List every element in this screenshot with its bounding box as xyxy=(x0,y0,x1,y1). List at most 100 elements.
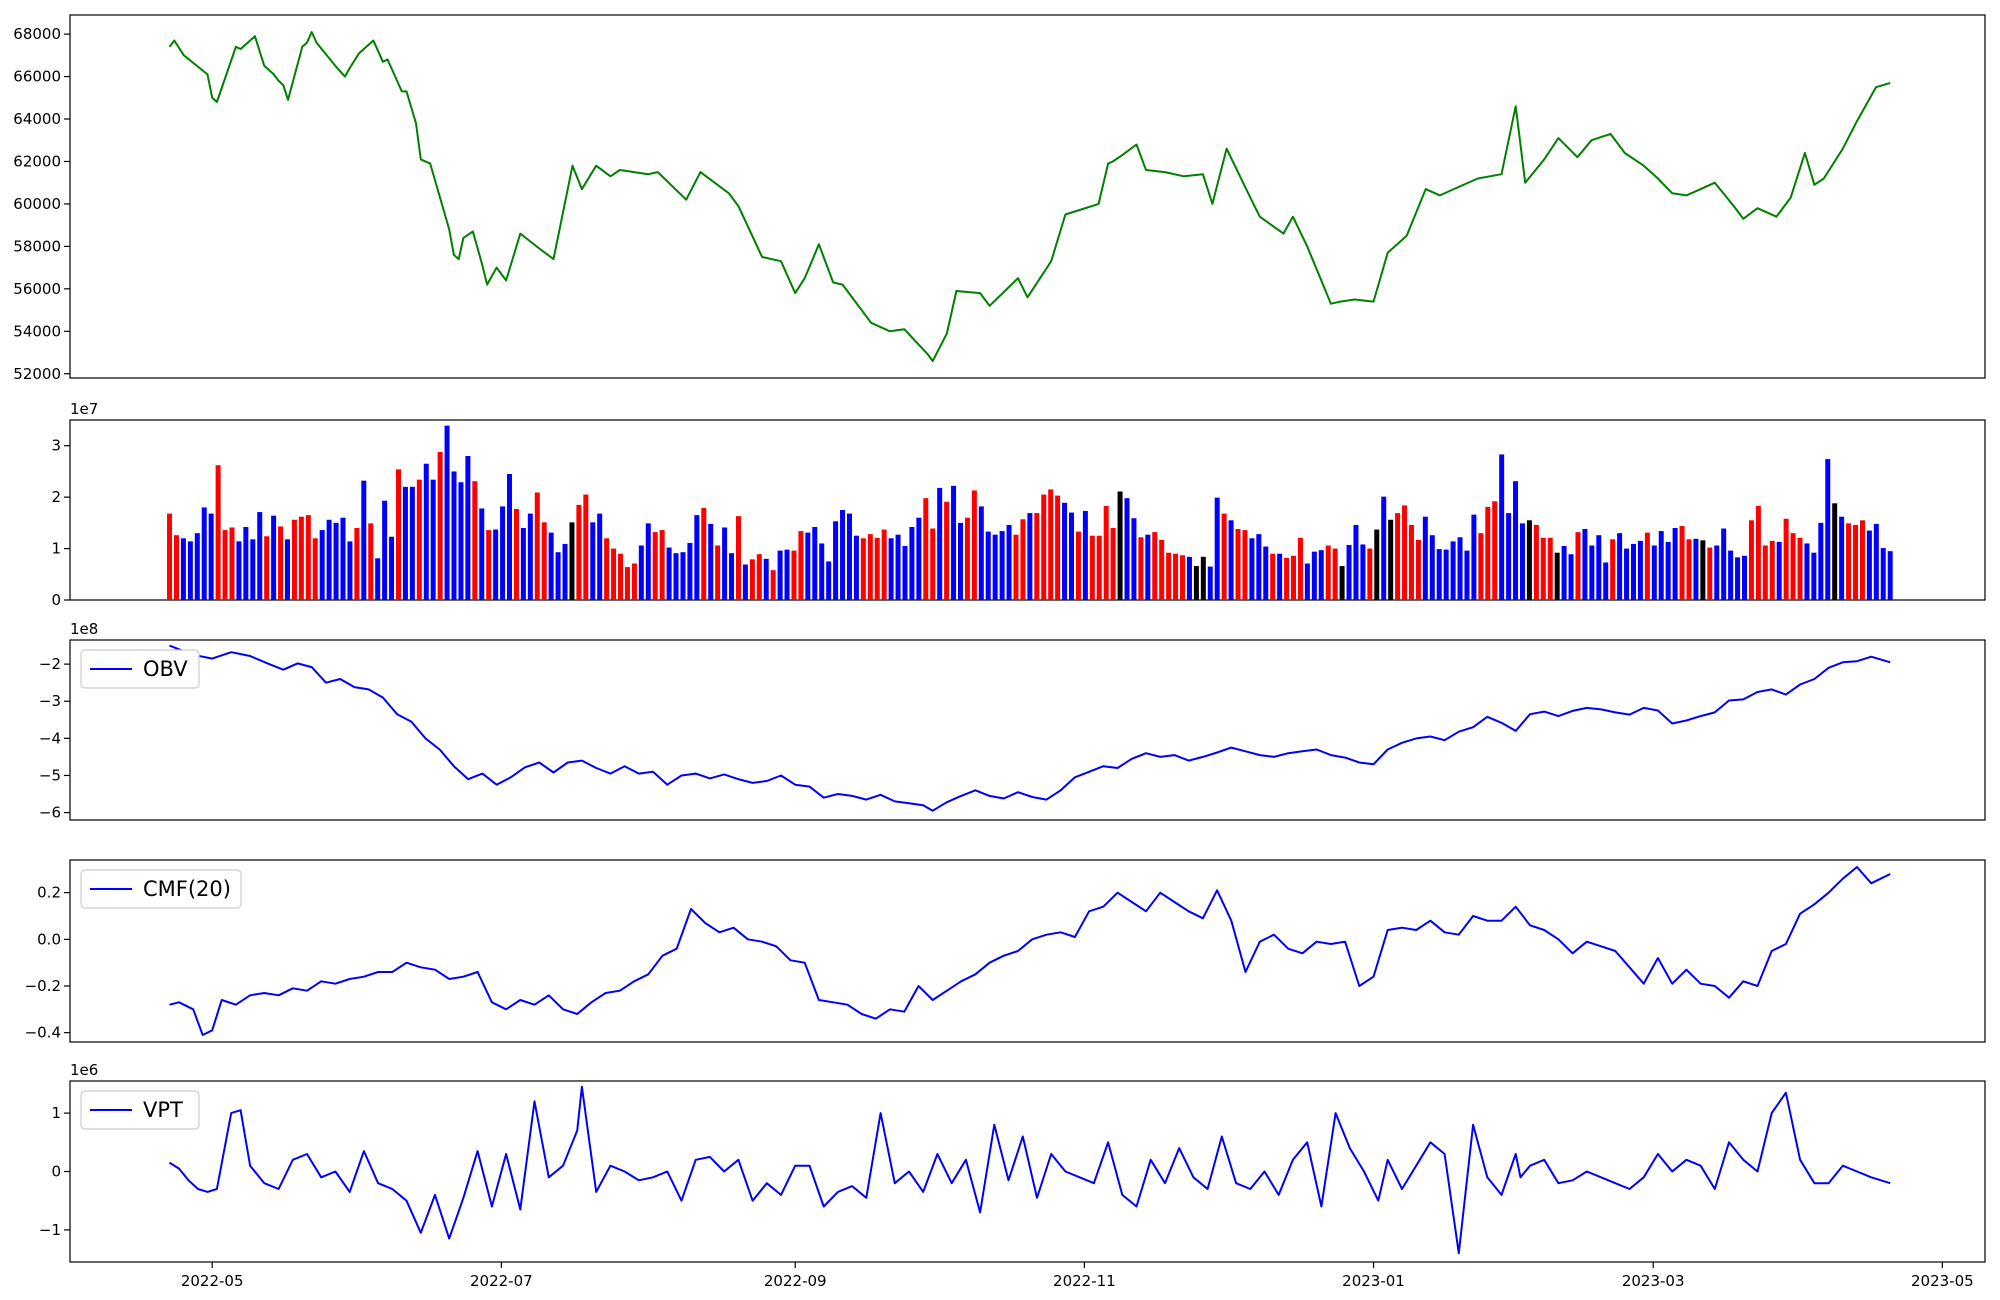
volume-bar xyxy=(715,545,721,600)
volume-bar xyxy=(1055,495,1061,600)
volume-bar xyxy=(729,553,735,600)
volume-bar xyxy=(486,530,492,600)
volume-bar xyxy=(1367,548,1373,600)
volume-bar xyxy=(1374,529,1380,600)
volume-bar xyxy=(458,482,464,600)
volume-bar xyxy=(1457,537,1463,600)
volume-bar xyxy=(742,564,748,600)
volume-bar xyxy=(666,547,672,600)
volume-bar xyxy=(916,517,922,600)
volume-bar xyxy=(1603,562,1609,600)
volume-bar xyxy=(812,526,818,600)
volume-bar xyxy=(1561,546,1567,600)
volume-bar xyxy=(590,522,596,600)
obv-ytick-label: −5 xyxy=(39,766,61,784)
volume-bar xyxy=(1034,513,1040,600)
volume-bar xyxy=(1485,506,1491,600)
price-ytick-label: 60000 xyxy=(13,195,61,213)
volume-bar xyxy=(1075,531,1081,600)
volume-bar xyxy=(319,530,325,600)
volume-bar xyxy=(604,538,610,600)
volume-bar xyxy=(500,506,506,600)
volume-bar xyxy=(819,543,825,600)
volume-bar xyxy=(1311,551,1317,600)
volume-bar xyxy=(326,519,332,600)
volume-bar xyxy=(701,507,707,600)
price-ytick-label: 62000 xyxy=(13,152,61,170)
volume-bar xyxy=(1214,497,1220,600)
vpt-ytick-label: 0 xyxy=(51,1163,61,1181)
obv-ytick-label: −3 xyxy=(39,692,61,710)
volume-bar xyxy=(236,541,242,600)
volume-bar xyxy=(167,513,173,600)
volume-bar xyxy=(1658,531,1664,600)
volume-bar xyxy=(1526,520,1532,600)
volume-bar xyxy=(208,513,214,600)
volume-bar xyxy=(964,517,970,600)
volume-panel: 0 1 2 3 1e7 xyxy=(51,400,1986,609)
xtick-label: 2022-05 xyxy=(181,1272,244,1290)
volume-bar xyxy=(694,515,700,600)
xtick-label: 2022-07 xyxy=(470,1272,533,1290)
vpt-legend-box xyxy=(80,1090,200,1130)
price-frame xyxy=(69,14,1986,379)
volume-bar xyxy=(930,528,936,600)
cmf-panel: −0.4 −0.2 0.0 0.2 CMF(20) xyxy=(25,859,1986,1043)
volume-bar xyxy=(1568,554,1574,600)
obv-scale-label: 1e8 xyxy=(70,620,98,638)
volume-bar xyxy=(798,531,804,600)
volume-bar xyxy=(1221,513,1227,600)
xtick-label: 2023-03 xyxy=(1622,1272,1685,1290)
obv-series-line xyxy=(169,644,1891,812)
volume-bar xyxy=(1728,550,1734,600)
cmf-legend: CMF(20) xyxy=(80,869,242,909)
volume-bar xyxy=(631,563,637,600)
volume-bar xyxy=(909,526,915,600)
volume-bar xyxy=(777,550,783,600)
volume-bar xyxy=(1110,528,1116,600)
volume-bar xyxy=(1825,459,1831,600)
volume-bar xyxy=(1624,548,1630,600)
volume-bar xyxy=(1596,535,1602,600)
price-ytick-label: 66000 xyxy=(13,68,61,86)
vpt-legend-label: VPT xyxy=(143,1098,183,1122)
price-ytick-label: 52000 xyxy=(13,365,61,383)
volume-bar xyxy=(1665,541,1671,600)
volume-bar xyxy=(402,486,408,600)
obv-legend-box xyxy=(80,649,200,689)
volume-bar xyxy=(1617,533,1623,600)
volume-bar xyxy=(1464,550,1470,600)
volume-bar xyxy=(1360,544,1366,600)
volume-bar xyxy=(1887,551,1893,600)
volume-bar xyxy=(1589,545,1595,600)
volume-bar xyxy=(1846,523,1852,600)
volume-bar xyxy=(472,481,478,600)
obv-panel: −6 −5 −4 −3 −2 1e8 OBV xyxy=(39,620,1986,822)
volume-bar xyxy=(513,508,519,600)
volume-bar xyxy=(1193,566,1199,600)
volume-bar xyxy=(1859,520,1865,600)
volume-bar xyxy=(1291,555,1297,600)
volume-bar xyxy=(722,527,728,600)
volume-bar xyxy=(867,534,873,600)
volume-bar xyxy=(853,535,859,600)
volume-bar xyxy=(1533,524,1539,600)
vpt-scale-label: 1e6 xyxy=(70,1061,98,1079)
price-ytick-label: 54000 xyxy=(13,322,61,340)
volume-bar xyxy=(1804,543,1810,600)
volume-bar xyxy=(444,425,450,600)
volume-bar xyxy=(999,531,1005,600)
volume-bar xyxy=(1554,552,1560,600)
obv-frame xyxy=(69,639,1986,821)
vpt-ytick-label: −1 xyxy=(39,1221,61,1239)
volume-bar xyxy=(1069,512,1074,600)
volume-bar xyxy=(1714,545,1720,600)
volume-bar xyxy=(1006,524,1012,600)
volume-bar xyxy=(1381,496,1387,600)
volume-bar xyxy=(229,527,235,600)
volume-bar xyxy=(1471,514,1477,600)
volume-bar xyxy=(1783,518,1789,600)
volume-bar xyxy=(278,526,284,600)
volume-bar xyxy=(562,543,568,600)
volume-bar xyxy=(507,474,513,600)
